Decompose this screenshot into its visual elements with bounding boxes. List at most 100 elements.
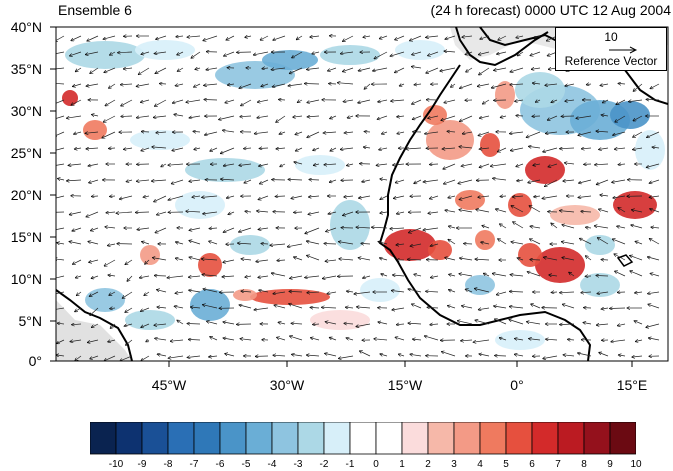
wind-arrow (161, 163, 167, 167)
wind-arrow (339, 355, 354, 359)
wind-arrow (154, 52, 167, 54)
colorbar-swatch (90, 422, 117, 455)
wind-arrow (171, 179, 184, 184)
wind-arrow (187, 36, 201, 37)
wind-arrow (153, 258, 167, 261)
wind-arrow (191, 51, 201, 58)
plot-frame (55, 26, 669, 362)
wind-arrow (393, 275, 405, 276)
wind-arrow (245, 276, 252, 277)
wind-arrow (239, 305, 252, 309)
wind-arrow (613, 195, 626, 198)
wind-arrow (228, 84, 235, 85)
wind-arrow (91, 275, 99, 278)
wind-arrow (261, 244, 269, 245)
wind-arrow (397, 116, 405, 117)
wind-arrow (276, 115, 286, 122)
wind-arrow (68, 164, 82, 165)
wind-arrow (510, 291, 524, 292)
wind-arrow (581, 292, 592, 293)
wind-arrow (464, 244, 473, 245)
wind-arrow (649, 179, 660, 183)
wind-arrow (155, 227, 167, 233)
wind-arrow (92, 115, 99, 117)
wind-arrow (245, 211, 252, 212)
wind-arrow (327, 292, 337, 294)
wind-arrow (344, 323, 354, 324)
wind-arrow (475, 259, 490, 260)
wind-arrow (408, 259, 422, 260)
wind-arrow (632, 356, 643, 357)
wind-arrow (632, 210, 643, 213)
wind-arrow (108, 244, 116, 246)
wind-arrow (74, 148, 82, 149)
colorbar-swatch (271, 422, 299, 455)
wind-arrow (613, 131, 626, 135)
wind-arrow (530, 51, 541, 56)
wind-arrow (462, 36, 473, 37)
wind-arrow (280, 163, 286, 167)
wind-arrow (241, 259, 252, 260)
colorbar-tick-label: 3 (451, 459, 457, 470)
wind-arrow (118, 52, 133, 53)
wind-arrow (56, 115, 65, 119)
wind-arrow (209, 356, 218, 357)
wind-arrow (273, 355, 286, 356)
wind-arrow (430, 195, 439, 199)
anomaly-blob (455, 190, 485, 210)
wind-arrow (225, 354, 235, 357)
wind-arrow (380, 195, 388, 200)
wind-arrow (596, 131, 609, 132)
wind-arrow (581, 211, 592, 212)
wind-arrow (292, 354, 303, 356)
wind-arrow (491, 83, 507, 88)
anomaly-blob (465, 275, 495, 295)
wind-arrow (382, 132, 388, 134)
wind-arrow (239, 227, 252, 232)
wind-arrow (430, 244, 439, 246)
wind-arrow (461, 340, 473, 341)
colorbar-swatch (401, 422, 429, 455)
wind-arrow (203, 211, 218, 214)
colorbar-tick-label: -6 (215, 459, 225, 470)
wind-arrow (343, 67, 354, 72)
wind-arrow (254, 51, 269, 55)
wind-arrow (154, 324, 167, 325)
wind-arrow (475, 289, 490, 293)
wind-arrow (500, 224, 507, 229)
colorbar-tick-label: 8 (581, 459, 587, 470)
wind-arrow (378, 322, 388, 325)
wind-arrow (582, 148, 592, 149)
wind-arrow (442, 352, 456, 357)
wind-arrow (223, 227, 235, 232)
wind-arrow (543, 355, 558, 359)
wind-arrow (223, 163, 235, 166)
wind-arrow (649, 196, 660, 197)
wind-arrow (510, 84, 524, 85)
wind-arrow (329, 179, 337, 182)
wind-arrow (534, 196, 541, 197)
wind-arrow (187, 324, 201, 325)
wind-arrow (565, 83, 575, 86)
wind-arrow (578, 196, 592, 198)
wind-arrow (527, 322, 541, 325)
wind-arrow (277, 337, 286, 341)
wind-arrow (138, 67, 150, 75)
anomaly-blob (585, 235, 615, 255)
coastline-iberia (455, 27, 549, 67)
wind-arrow (599, 148, 609, 150)
anomaly-blob (320, 45, 380, 65)
wind-arrow (442, 148, 456, 149)
wind-arrow (529, 206, 541, 213)
wind-arrow (480, 115, 490, 118)
wind-arrow (376, 164, 388, 165)
wind-arrow (360, 351, 371, 357)
wind-arrow (272, 83, 286, 87)
wind-arrow (380, 354, 388, 356)
wind-arrow (177, 51, 184, 55)
wind-arrow (617, 226, 626, 228)
wind-arrow (479, 163, 490, 167)
wind-arrow (449, 290, 456, 292)
wind-arrow (528, 179, 541, 183)
wind-arrow (141, 307, 150, 311)
